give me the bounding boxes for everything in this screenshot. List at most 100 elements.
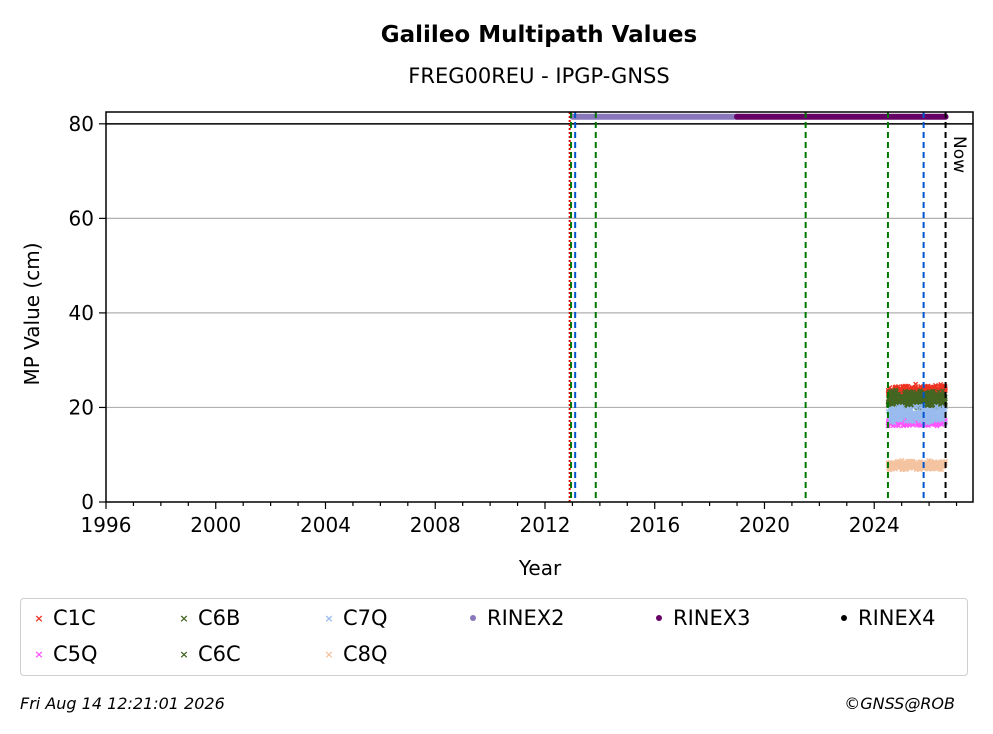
legend-dot-marker [656, 615, 662, 621]
legend-item-c1c: × C1C [29, 605, 96, 631]
data-point-c6c [930, 399, 936, 405]
chart: Galileo Multipath Values FREG00REU - IPG… [20, 22, 974, 580]
data-point-c6b [936, 389, 942, 395]
data-point-c8q [907, 465, 913, 471]
footer-timestamp: Fri Aug 14 12:21:01 2026 [20, 694, 225, 713]
legend: × C1C × C6B × C7Q RINEX2 RINEX3 RINEX4 × C5Q × C6C × C… [20, 598, 968, 676]
data-point-c8q [928, 462, 934, 468]
data-point-c7q [908, 413, 914, 419]
data-point-c8q [915, 466, 921, 472]
data-point-c7q [925, 410, 931, 416]
data-point-c6c [903, 398, 909, 403]
data-point-c7q [923, 417, 929, 423]
chart-subtitle: FREG00REU - IPGP-GNSS [408, 64, 669, 88]
legend-label: C1C [53, 606, 96, 630]
x-tick-label: 1996 [81, 513, 132, 537]
data-point-c6c [894, 398, 900, 404]
data-point-c8q [888, 463, 894, 469]
data-point-c8q [937, 463, 943, 469]
legend-item-rinex4: RINEX4 [834, 605, 936, 631]
x-tick-label: 2024 [849, 513, 900, 537]
data-point-c7q [915, 415, 921, 421]
y-tick-label: 80 [69, 112, 94, 136]
x-tick-label: 2012 [520, 513, 571, 537]
y-tick-label: 60 [69, 206, 94, 230]
y-tick-label: 20 [69, 395, 94, 419]
legend-item-c6b: × C6B [174, 605, 240, 631]
y-axis-label: MP Value (cm) [20, 242, 44, 385]
data-point-c7q [914, 415, 920, 421]
legend-label: C5Q [53, 642, 98, 666]
legend-x-marker: × [34, 647, 44, 661]
chart-title: Galileo Multipath Values [381, 22, 697, 48]
legend-dot-marker [841, 615, 847, 621]
data-point-c6c [935, 394, 941, 399]
data-point-c6c [935, 398, 941, 404]
data-point-c7q [930, 413, 936, 419]
data-point-c8q [939, 460, 945, 466]
legend-item-rinex3: RINEX3 [649, 605, 751, 631]
data-point-c7q [933, 403, 939, 409]
legend-item-rinex2: RINEX2 [463, 605, 565, 631]
legend-label: RINEX3 [673, 606, 751, 630]
x-axis-label: Year [518, 556, 562, 580]
data-point-c6c [898, 399, 904, 405]
data-point-c8q [925, 466, 931, 472]
data-point-c8q [898, 459, 904, 465]
data-point-c7q [897, 409, 903, 415]
legend-item-c6c: × C6C [174, 641, 241, 667]
legend-label: C7Q [343, 606, 388, 630]
legend-label: C6C [198, 642, 241, 666]
data-point-c8q [930, 466, 936, 472]
data-point-c6b [905, 390, 911, 396]
data-point-c7q [907, 417, 913, 423]
data-point-c7q [942, 407, 948, 412]
x-tick-label: 2004 [300, 513, 351, 537]
legend-label: C6B [198, 606, 241, 630]
y-tick-label: 0 [81, 490, 94, 514]
data-point-c1c [938, 383, 944, 389]
legend-item-c5q: × C5Q [29, 641, 98, 667]
data-point-c7q [939, 412, 945, 418]
data-point-c6c [905, 397, 911, 403]
data-point-c6c [914, 396, 920, 402]
data-point-c7q [908, 408, 914, 414]
legend-label: RINEX4 [858, 606, 936, 630]
x-tick-label: 2008 [410, 513, 461, 537]
data-point-c7q [913, 404, 919, 410]
data-point-c5q [904, 423, 910, 429]
data-point-c6c [891, 400, 897, 405]
y-tick-label: 40 [69, 301, 94, 325]
data-point-c8q [899, 467, 905, 473]
data-point-c1c [909, 384, 915, 390]
legend-x-marker: × [34, 611, 44, 625]
legend-dot-marker [470, 615, 476, 621]
legend-x-marker: × [179, 611, 189, 625]
now-label: Now [949, 136, 969, 173]
data-point-c5q [910, 422, 916, 428]
data-point-c8q [912, 459, 918, 465]
data-point-c7q [914, 410, 920, 416]
data-point-c6b [893, 387, 899, 393]
legend-x-marker: × [324, 611, 334, 625]
data-point-c7q [931, 410, 937, 416]
legend-label: C8Q [343, 642, 388, 666]
data-point-c7q [903, 418, 909, 424]
data-point-c6c [923, 401, 929, 407]
data-point-c7q [928, 417, 934, 423]
legend-item-c7q: × C7Q [319, 605, 388, 631]
legend-x-marker: × [179, 647, 189, 661]
footer-credit: ©GNSS@ROB [844, 694, 955, 713]
legend-item-c8q: × C8Q [319, 641, 388, 667]
data-point-c6c [938, 399, 944, 405]
x-tick-label: 2020 [739, 513, 790, 537]
data-point-c6c [940, 396, 946, 402]
data-point-c7q [889, 414, 895, 420]
data-point-c8q [904, 462, 910, 468]
data-point-c6b [940, 388, 946, 394]
plot-frame [105, 111, 974, 503]
data-point-c7q [937, 417, 942, 423]
legend-x-marker: × [324, 647, 334, 661]
data-point-c7q [899, 415, 905, 421]
x-tick-label: 2016 [629, 513, 680, 537]
